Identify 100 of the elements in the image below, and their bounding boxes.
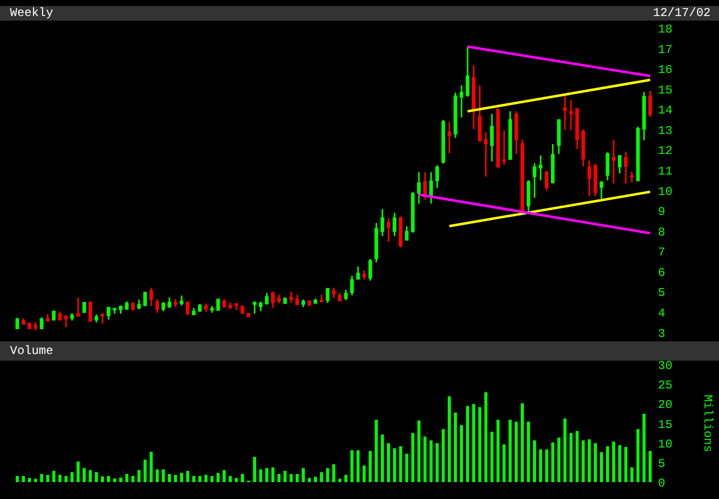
candlestick [264, 292, 269, 306]
candlestick [332, 287, 336, 299]
candlestick [514, 110, 518, 155]
candlestick [612, 139, 616, 184]
bar [612, 442, 616, 482]
candlestick [344, 289, 348, 301]
bar [198, 476, 202, 482]
candlestick [526, 180, 530, 212]
bar [88, 470, 92, 482]
bar [94, 472, 98, 482]
bar [210, 476, 214, 482]
candlestick [320, 294, 324, 304]
candlestick [484, 131, 488, 178]
bar [557, 438, 560, 482]
candlestick [557, 119, 561, 155]
bar [222, 470, 226, 482]
candlestick [118, 304, 123, 314]
y-tick-label: 25 [658, 378, 672, 393]
candlestick [131, 302, 135, 312]
candlestick [198, 303, 202, 313]
bar [423, 436, 427, 482]
candlestick [308, 300, 312, 306]
bar [442, 429, 445, 482]
candlestick [271, 290, 275, 309]
candlestick [52, 310, 56, 322]
candlestick [34, 321, 38, 332]
bar [28, 478, 31, 482]
y-tick-label: 6 [658, 266, 666, 280]
bar [216, 472, 220, 482]
y-tick-label: 14 [658, 104, 672, 118]
bar [192, 476, 196, 482]
bar [594, 443, 597, 482]
candlestick [58, 310, 62, 322]
candlestick [204, 302, 208, 313]
bar [374, 420, 378, 482]
y-tick-label: 8 [658, 225, 666, 240]
bar [466, 406, 470, 482]
y-axis-title: Millions [700, 394, 715, 452]
bar [150, 452, 153, 482]
bar [514, 422, 518, 482]
candlestick [222, 298, 226, 309]
candlestick [125, 300, 129, 311]
candlestick [478, 84, 482, 142]
bar [180, 472, 184, 482]
candlestick [186, 300, 190, 316]
candlestick [532, 162, 536, 198]
bar [490, 432, 494, 482]
bar [34, 478, 38, 482]
bar [539, 449, 542, 482]
bar [156, 469, 159, 482]
candlestick [490, 112, 494, 162]
candlestick [648, 90, 652, 118]
candlestick [168, 296, 172, 309]
candlestick [216, 298, 220, 312]
y-tick-label: 7 [658, 246, 666, 260]
candlestick [162, 302, 166, 312]
candlestick [496, 108, 500, 168]
bar [290, 474, 293, 482]
candlestick [563, 94, 567, 131]
bar [520, 403, 524, 482]
candlestick [441, 119, 446, 164]
candlestick [112, 308, 116, 314]
bar [40, 474, 44, 482]
bar [204, 474, 208, 482]
bar [618, 445, 622, 482]
bar [271, 467, 274, 482]
bar [570, 432, 573, 482]
bar [125, 474, 128, 482]
candlestick [587, 160, 592, 197]
candlestick [258, 300, 263, 312]
candlestick [550, 143, 555, 184]
candlestick [606, 152, 610, 182]
candlestick [301, 298, 306, 308]
bar [356, 450, 360, 482]
bar [314, 476, 317, 482]
candlestick [149, 287, 153, 307]
bar [411, 432, 414, 482]
y-tick-label: 18 [658, 22, 672, 37]
bar [362, 465, 366, 482]
candlestick [569, 99, 573, 131]
candlestick [289, 290, 293, 304]
bar [448, 396, 451, 482]
bar [234, 478, 238, 482]
bar [296, 474, 299, 482]
y-tick-label: 5 [658, 286, 666, 300]
y-tick-label: 15 [658, 418, 672, 432]
candlestick [252, 302, 256, 314]
bar [472, 404, 476, 482]
bar [636, 429, 640, 482]
y-tick-label: 20 [658, 398, 672, 412]
candlestick [88, 302, 92, 323]
candlestick [362, 270, 366, 280]
candlestick [374, 222, 378, 263]
bar [100, 476, 104, 482]
candlestick [624, 150, 628, 184]
bar [253, 456, 256, 482]
bar [588, 439, 591, 482]
candlestick [240, 304, 244, 314]
bar [436, 443, 439, 482]
candlestick [392, 212, 396, 237]
